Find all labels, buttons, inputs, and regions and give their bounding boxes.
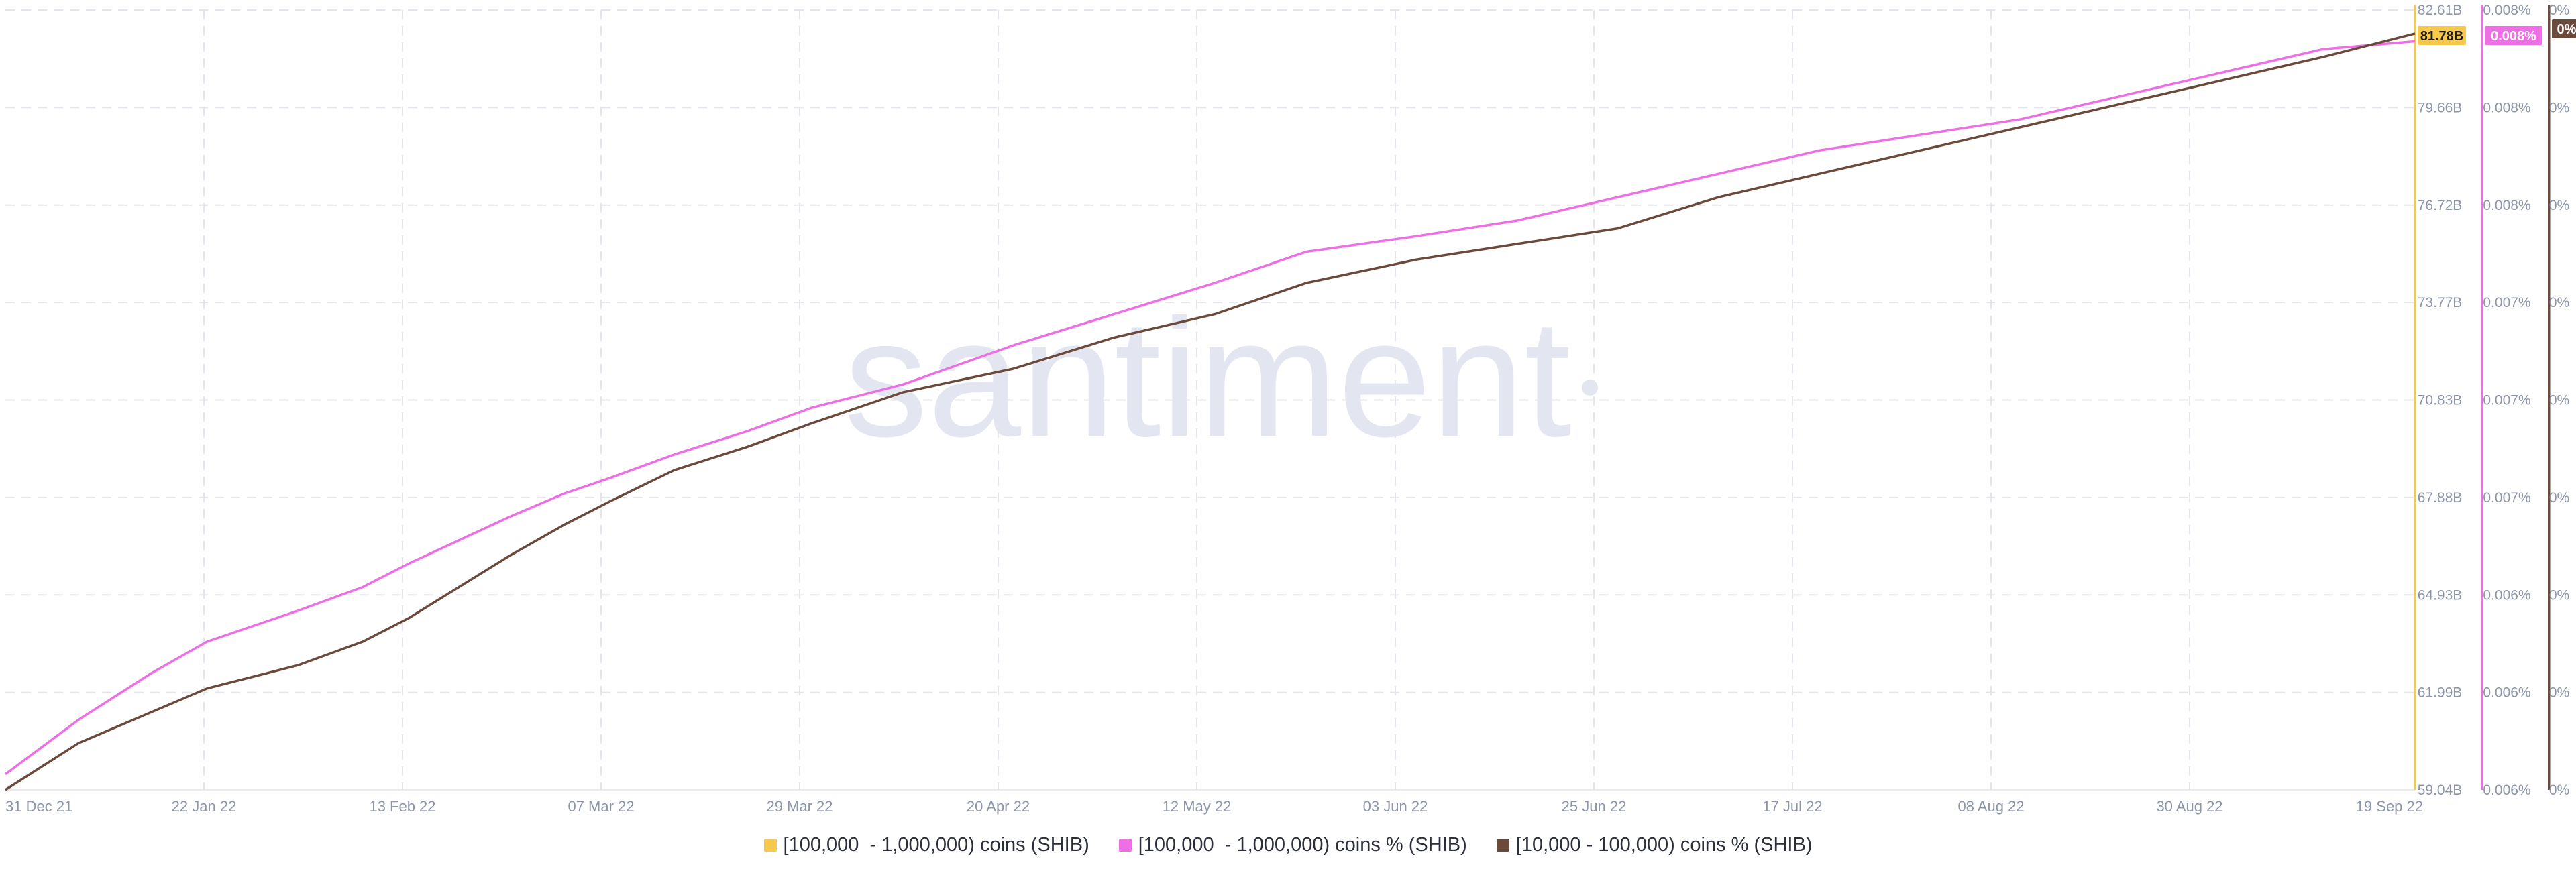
legend-item-volume[interactable]: [100,000 - 1,000,000) coins (SHIB) [763, 833, 1089, 856]
y-tick-label-pct_large: 0.008% [2483, 100, 2530, 115]
current-value-label-pct_small: 0% [2557, 22, 2576, 37]
legend-label-volume: [100,000 - 1,000,000) coins (SHIB) [783, 833, 1089, 856]
x-tick-label: 25 Jun 22 [1562, 798, 1627, 815]
y-tick-label-pct_small: 0% [2549, 490, 2569, 506]
current-value-badge-pct_large [2485, 26, 2542, 45]
y-tick-label-volume: 64.93B [2418, 587, 2463, 603]
y-tick-label-pct_large: 0.008% [2483, 3, 2530, 18]
current-value-badge-pct_small [2552, 19, 2576, 38]
x-tick-label: 12 May 22 [1163, 798, 1232, 815]
y-tick-label-volume: 70.83B [2418, 393, 2463, 408]
current-value-label-pct_large: 0.008% [2491, 29, 2536, 44]
y-tick-label-volume: 73.77B [2418, 295, 2463, 310]
chart-legend: [100,000 - 1,000,000) coins (SHIB) [100,… [0, 831, 2576, 858]
y-tick-label-pct_small: 0% [2549, 100, 2569, 115]
current-value-badge-volume [2418, 26, 2466, 45]
watermark-text: santiment [844, 284, 1571, 471]
legend-swatch-volume [763, 838, 777, 852]
y-tick-label-pct_small: 0% [2549, 393, 2569, 408]
x-tick-label: 17 Jul 22 [1762, 798, 1822, 815]
x-tick-label: 31 Dec 21 [5, 798, 72, 815]
y-tick-label-volume: 59.04B [2418, 782, 2463, 798]
x-tick-label: 03 Jun 22 [1363, 798, 1428, 815]
x-tick-label: 29 Mar 22 [766, 798, 833, 815]
y-tick-label-volume: 82.61B [2418, 3, 2463, 18]
legend-swatch-pct-large [1118, 838, 1132, 852]
y-tick-label-volume: 61.99B [2418, 685, 2463, 701]
watermark-dot [1582, 380, 1598, 396]
y-tick-label-pct_small: 0% [2549, 198, 2569, 213]
legend-label-pct-large: [100,000 - 1,000,000) coins % (SHIB) [1138, 833, 1467, 856]
legend-swatch-pct-small [1496, 838, 1509, 852]
y-tick-label-volume: 76.72B [2418, 198, 2463, 213]
x-tick-label: 30 Aug 22 [2156, 798, 2222, 815]
y-tick-label-pct_small: 0% [2549, 295, 2569, 310]
y-tick-label-volume: 79.66B [2418, 100, 2463, 115]
x-tick-label: 13 Feb 22 [369, 798, 435, 815]
x-tick-label: 20 Apr 22 [967, 798, 1030, 815]
y-tick-label-pct_large: 0.007% [2483, 295, 2530, 310]
y-tick-label-pct_small: 0% [2549, 685, 2569, 701]
y-tick-label-pct_large: 0.006% [2483, 587, 2530, 603]
y-tick-label-pct_small: 0% [2549, 782, 2569, 798]
legend-item-pct-large[interactable]: [100,000 - 1,000,000) coins % (SHIB) [1118, 833, 1467, 856]
x-tick-label: 08 Aug 22 [1957, 798, 2024, 815]
y-tick-label-pct_large: 0.007% [2483, 393, 2530, 408]
y-tick-label-pct_large: 0.006% [2483, 782, 2530, 798]
current-value-label-volume: 81.78B [2420, 29, 2464, 44]
y-tick-label-pct_large: 0.008% [2483, 198, 2530, 213]
x-tick-label: 19 Sep 22 [2356, 798, 2423, 815]
legend-label-pct-small: [10,000 - 100,000) coins % (SHIB) [1515, 833, 1813, 856]
y-tick-label-pct_small: 0% [2549, 587, 2569, 603]
y-tick-label-pct_large: 0.006% [2483, 685, 2530, 701]
y-tick-label-pct_small: 0% [2549, 3, 2569, 18]
x-tick-label: 07 Mar 22 [568, 798, 634, 815]
y-tick-label-pct_large: 0.007% [2483, 490, 2530, 506]
y-tick-label-volume: 67.88B [2418, 490, 2463, 506]
legend-item-pct-small[interactable]: [10,000 - 100,000) coins % (SHIB) [1496, 833, 1813, 856]
series-line [5, 32, 2416, 791]
x-tick-label: 22 Jan 22 [172, 798, 237, 815]
series-line [4, 40, 2416, 776]
